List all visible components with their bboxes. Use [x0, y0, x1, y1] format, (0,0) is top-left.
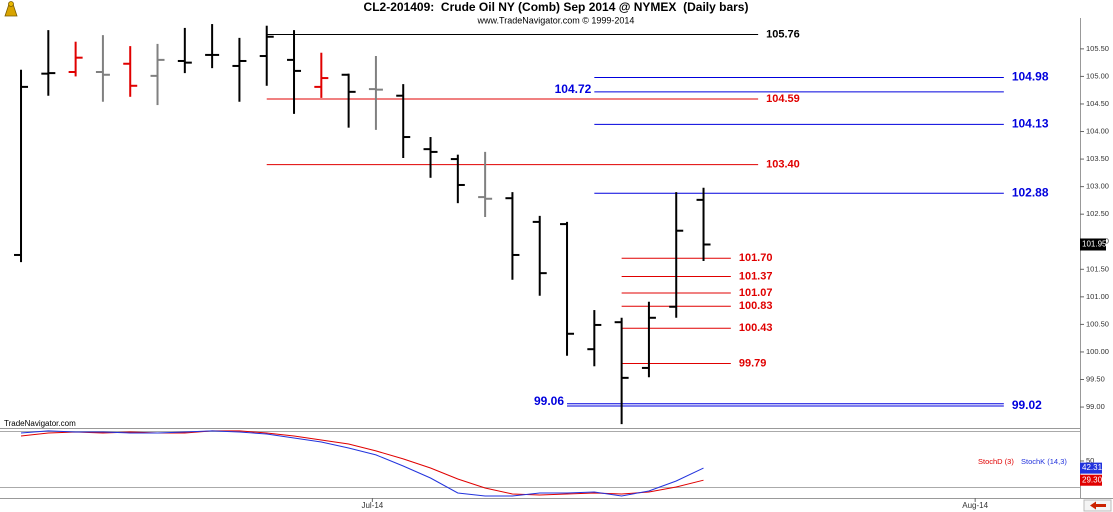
level-label: 99.06 — [534, 394, 564, 408]
chart-title: CL2-201409: Crude Oil NY (Comb) Sep 2014… — [364, 0, 749, 14]
level-label: 103.40 — [766, 158, 800, 170]
last-value-label: 42.31 — [1082, 463, 1103, 472]
level-label: 104.98 — [1012, 70, 1049, 84]
y-tick-label: 99.00 — [1086, 402, 1105, 411]
level-label: 99.79 — [739, 357, 767, 369]
legend-entry: StochD (3) — [978, 457, 1014, 466]
last-price-label: 101.95 — [1082, 240, 1107, 249]
y-tick-label: 103.50 — [1086, 154, 1109, 163]
level-label: 104.59 — [766, 93, 800, 105]
level-label: 104.13 — [1012, 117, 1049, 131]
y-tick-label: 100.50 — [1086, 319, 1109, 328]
last-value-box — [1080, 474, 1102, 486]
y-tick-label: 99.50 — [1086, 374, 1105, 383]
y-tick-label: 105.50 — [1086, 44, 1109, 53]
level-label: 105.76 — [766, 28, 800, 40]
chart-subtitle: www.TradeNavigator.com © 1999-2014 — [477, 15, 635, 25]
y-tick-label: 102.50 — [1086, 209, 1109, 218]
legend-entry: StochK (14,3) — [1021, 457, 1067, 466]
level-label: 101.07 — [739, 287, 773, 299]
stoch-line — [20, 430, 704, 496]
x-tick-label: Jul-14 — [361, 501, 383, 510]
y-tick-label: 104.50 — [1086, 99, 1109, 108]
y-tick-label: 104.00 — [1086, 127, 1109, 136]
y-tick-label: 101.00 — [1086, 292, 1109, 301]
last-price-box — [1080, 238, 1106, 251]
x-tick-label: Aug-14 — [962, 501, 988, 510]
y-tick-label: 100.00 — [1086, 347, 1109, 356]
y-tick-label: 103.00 — [1086, 182, 1109, 191]
y-tick-label: 101.50 — [1086, 264, 1109, 273]
level-label: 100.43 — [739, 322, 773, 334]
level-label: 99.02 — [1012, 398, 1042, 412]
level-label: 102.88 — [1012, 185, 1049, 199]
watermark: TradeNavigator.com — [4, 419, 76, 428]
level-label: 104.72 — [555, 82, 592, 96]
app-icon — [4, 1, 18, 17]
stoch-line — [20, 430, 704, 497]
last-value-box — [1080, 462, 1102, 474]
y-tick-label: 50 — [1086, 456, 1094, 465]
y-tick-label: 105.00 — [1086, 71, 1109, 80]
level-label: 100.83 — [739, 300, 773, 312]
level-label: 101.70 — [739, 252, 773, 264]
level-label: 101.37 — [739, 270, 773, 282]
nav-icon[interactable] — [1083, 499, 1112, 512]
last-value-label: 29.30 — [1082, 475, 1103, 484]
